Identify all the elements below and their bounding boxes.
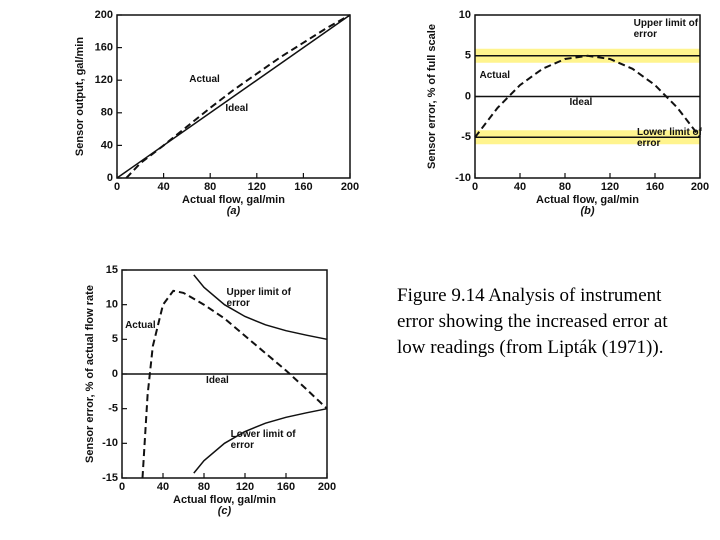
series-label: Actual xyxy=(189,73,220,85)
plot-frame xyxy=(116,14,351,179)
y-tick-label: 0 xyxy=(112,368,118,380)
x-axis-label: Actual flow, gal/min xyxy=(173,494,276,506)
series-line xyxy=(141,289,328,479)
y-axis-label: Sensor error, % of actual flow rate xyxy=(84,285,96,463)
y-axis-label: Sensor output, gal/min xyxy=(74,37,86,156)
x-tick-label: 200 xyxy=(691,181,709,193)
series-label: Ideal xyxy=(225,103,249,115)
x-tick-label: 80 xyxy=(198,481,210,493)
x-tick-label: 0 xyxy=(119,481,125,493)
x-axis-label: Actual flow, gal/min xyxy=(182,194,285,206)
x-tick-label: 120 xyxy=(248,181,266,193)
y-tick-label: -10 xyxy=(102,437,118,449)
series-label-box: Ideal xyxy=(569,96,593,108)
series-line xyxy=(474,54,701,138)
series-label: Ideal xyxy=(569,96,593,108)
x-tick-label: 160 xyxy=(277,481,295,493)
series-label: Lower limit of error xyxy=(230,429,296,452)
series-line xyxy=(193,407,328,474)
y-tick-label: 200 xyxy=(95,9,113,21)
y-tick-label: 120 xyxy=(95,74,113,86)
x-tick-label: 120 xyxy=(601,181,619,193)
caption: Figure 9.14 Analysis of instrument error… xyxy=(397,285,668,358)
x-tick-label: 0 xyxy=(114,181,120,193)
series-label-box: Actual xyxy=(125,319,156,331)
x-tick-label: 120 xyxy=(236,481,254,493)
panel-label: (c) xyxy=(218,505,232,517)
series-label-box: Lower limit of error xyxy=(230,429,296,452)
series-line xyxy=(116,14,351,179)
y-axis-label: Sensor error, % of full scale xyxy=(426,24,438,169)
x-tick-label: 200 xyxy=(318,481,336,493)
series-label: Lower limit of error xyxy=(637,127,702,150)
y-tick-label: -15 xyxy=(102,472,118,484)
series-label-box: Actual xyxy=(479,70,511,82)
panel-label: (a) xyxy=(227,205,241,217)
series-label-box: Lower limit of error xyxy=(637,127,702,150)
series-label: Ideal xyxy=(206,375,229,387)
x-tick-label: 80 xyxy=(559,181,571,193)
y-tick-label: 0 xyxy=(465,90,471,102)
y-tick-label: 80 xyxy=(101,107,113,119)
x-tick-label: 200 xyxy=(341,181,359,193)
y-tick-label: 10 xyxy=(459,9,471,21)
panel-label: (b) xyxy=(580,205,594,217)
x-tick-label: 160 xyxy=(646,181,664,193)
y-tick-label: -5 xyxy=(461,131,471,143)
y-tick-label: 40 xyxy=(101,139,113,151)
series-label-box: Upper limit of error xyxy=(633,18,699,41)
x-axis-label: Actual flow, gal/min xyxy=(536,194,639,206)
y-tick-label: 5 xyxy=(112,333,118,345)
x-tick-label: 160 xyxy=(294,181,312,193)
x-tick-label: 40 xyxy=(514,181,526,193)
x-tick-label: 40 xyxy=(157,181,169,193)
y-tick-label: 160 xyxy=(95,42,113,54)
series-label: Upper limit of error xyxy=(633,18,699,41)
series-label-box: Actual xyxy=(189,73,220,85)
x-tick-label: 40 xyxy=(157,481,169,493)
y-tick-label: -10 xyxy=(455,172,471,184)
y-tick-label: 10 xyxy=(106,299,118,311)
series-line xyxy=(193,274,328,341)
y-tick-label: -5 xyxy=(108,403,118,415)
series-label-box: Upper limit of error xyxy=(226,286,291,309)
series-label: Upper limit of error xyxy=(226,286,291,309)
series-label: Actual xyxy=(125,319,156,331)
x-tick-label: 80 xyxy=(204,181,216,193)
x-tick-label: 0 xyxy=(472,181,478,193)
y-tick-label: 15 xyxy=(106,264,118,276)
series-label-box: Ideal xyxy=(225,103,249,115)
y-tick-label: 5 xyxy=(465,50,471,62)
y-tick-label: 0 xyxy=(107,172,113,184)
series-label: Actual xyxy=(479,70,511,82)
series-label-box: Ideal xyxy=(206,375,229,387)
